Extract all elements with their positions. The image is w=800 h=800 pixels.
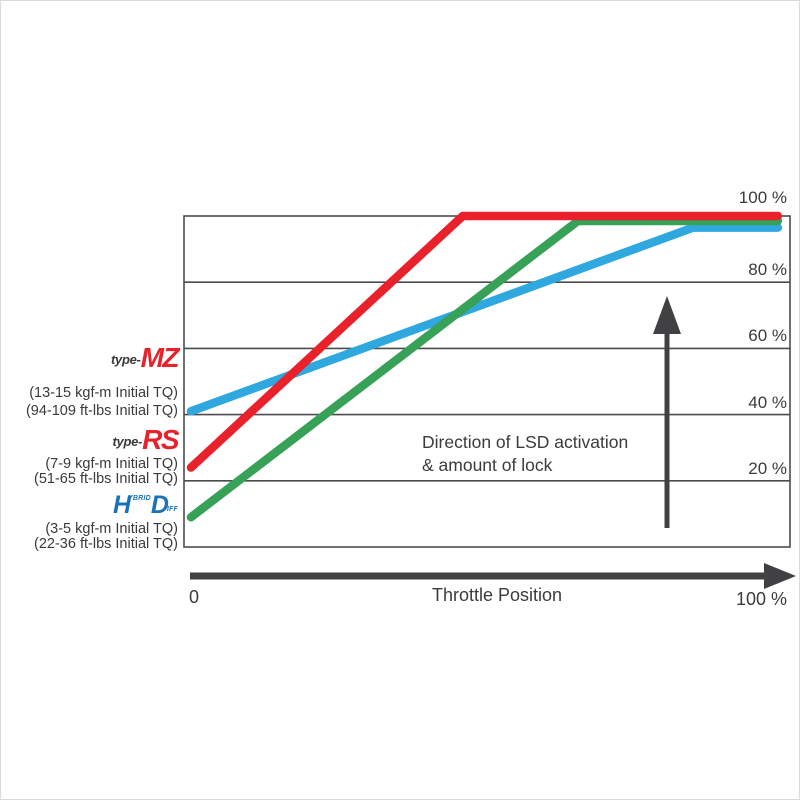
y-tick-label-80: 80 % <box>748 260 787 279</box>
annotation-line-1: Direction of LSD activation <box>422 432 629 452</box>
type-rs-logo-text: RS <box>142 424 179 455</box>
legend-type-rs-torque-ftlbs: (51-65 ft-lbs Initial TQ) <box>34 471 178 487</box>
series-lines <box>186 211 783 522</box>
legend-type-rs-logo: type-RS <box>112 424 180 455</box>
y-tick-label-20: 20 % <box>748 459 787 478</box>
type-mz-prefix-text: type- <box>111 352 141 367</box>
legend-hybrid-diff-torque-kgf: (3-5 kgf-m Initial TQ) <box>45 521 178 537</box>
legend-type-rs-torque-kgf: (7-9 kgf-m Initial TQ) <box>45 456 178 472</box>
y-tick-label-100: 100 % <box>738 188 787 207</box>
legend-type-mz-logo: type-MZ <box>111 342 180 373</box>
lsd-direction-arrow <box>653 296 681 528</box>
y-tick-label-60: 60 % <box>748 326 787 345</box>
hd-logo-iff: IFF <box>166 506 178 513</box>
hd-logo-h: H <box>112 491 131 519</box>
x-axis-arrow <box>190 563 796 589</box>
legend-hybrid-diff-logo: HYBRIDDIFF <box>113 493 178 518</box>
legend-type-mz-torque-ftlbs: (94-109 ft-lbs Initial TQ) <box>25 403 178 419</box>
annotation-line-2: & amount of lock <box>422 455 553 475</box>
x-axis-origin-label: 0 <box>189 587 200 607</box>
gridlines <box>184 281 790 482</box>
hd-logo-ybrid: YBRID <box>128 495 151 502</box>
type-mz-logo-text: MZ <box>140 342 180 373</box>
x-axis-title: Throttle Position <box>431 585 563 605</box>
hd-logo-d: D <box>150 491 169 519</box>
type-rs-prefix-text: type- <box>112 434 143 449</box>
series-line-type-mz <box>186 223 783 416</box>
annotation-lsd-direction: Direction of LSD activation & amount of … <box>422 431 628 477</box>
legend-hybrid-diff-torque-ftlbs: (22-36 ft-lbs Initial TQ) <box>34 536 178 552</box>
series-line-hybrid-diff <box>186 216 783 522</box>
x-axis-max-label: 100 % <box>735 589 787 609</box>
legend-type-mz-torque-kgf: (13-15 kgf-m Initial TQ) <box>29 385 178 401</box>
series-line-type-rs <box>186 211 783 472</box>
y-tick-label-40: 40 % <box>748 393 787 412</box>
